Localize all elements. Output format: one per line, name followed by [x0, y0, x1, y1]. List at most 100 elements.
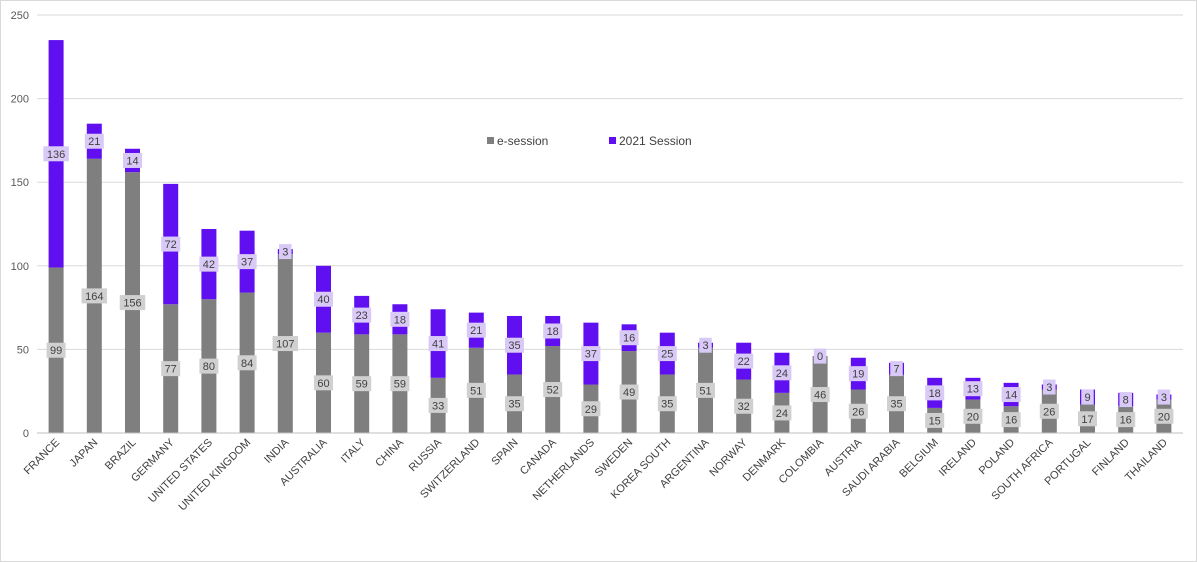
data-label-e-session-bg — [1154, 408, 1174, 424]
legend-label-e-session: e-session — [497, 134, 548, 148]
data-label-2021-session-bg — [1119, 392, 1132, 408]
data-label-2021-session-bg — [619, 330, 639, 346]
data-label-e-session-bg — [543, 382, 563, 398]
legend-swatch-2021-session — [609, 137, 616, 144]
category-label: IRELAND — [937, 437, 979, 479]
data-label-2021-session-bg — [1043, 379, 1056, 395]
data-label-e-session-bg — [696, 382, 715, 398]
data-label-2021-session-bg — [199, 256, 219, 272]
data-label-2021-session: 3 — [282, 247, 288, 259]
data-label-2021-session-bg — [466, 322, 486, 338]
y-tick-label: 150 — [11, 177, 29, 189]
data-label-e-session: 17 — [1081, 414, 1093, 426]
data-label-e-session: 60 — [317, 378, 329, 390]
data-label-e-session: 59 — [394, 379, 406, 391]
data-label-2021-session: 13 — [967, 384, 979, 396]
data-label-2021-session-bg — [428, 336, 448, 352]
data-label-e-session: 52 — [547, 385, 559, 397]
data-label-e-session-bg — [390, 376, 410, 392]
data-label-2021-session: 18 — [394, 314, 406, 326]
data-label-e-session: 26 — [852, 406, 864, 418]
data-label-2021-session-bg — [43, 146, 69, 162]
data-label-e-session: 15 — [929, 415, 941, 427]
y-tick-label: 50 — [17, 344, 29, 356]
data-label-2021-session: 22 — [738, 356, 750, 368]
data-label-2021-session: 42 — [203, 259, 215, 271]
data-label-e-session-bg — [619, 384, 639, 400]
category-label: SPAIN — [489, 437, 520, 468]
data-label-2021-session: 35 — [508, 340, 520, 352]
data-label-e-session: 35 — [508, 399, 520, 411]
data-label-2021-session-bg — [279, 244, 292, 260]
data-label-2021-session-bg — [657, 346, 677, 362]
data-label-e-session-bg — [581, 401, 601, 417]
data-label-e-session: 59 — [356, 379, 368, 391]
category-label: ITALY — [339, 436, 368, 465]
data-label-e-session: 156 — [123, 298, 141, 310]
data-label-e-session-bg — [352, 376, 372, 392]
data-label-e-session-bg — [46, 342, 66, 358]
data-label-2021-session: 19 — [852, 369, 864, 381]
data-label-e-session: 20 — [967, 411, 979, 423]
data-label-2021-session-bg — [123, 152, 142, 168]
data-label-2021-session-bg — [237, 254, 257, 270]
data-label-2021-session: 21 — [470, 325, 482, 337]
data-label-e-session: 24 — [776, 408, 788, 420]
data-label-e-session-bg — [848, 403, 868, 419]
data-label-2021-session-bg — [1157, 389, 1171, 405]
data-label-2021-session-bg — [699, 337, 712, 353]
data-label-2021-session-bg — [772, 365, 792, 381]
data-label-2021-session: 72 — [165, 239, 177, 251]
data-label-2021-session: 0 — [817, 351, 823, 363]
data-label-2021-session: 14 — [1005, 390, 1017, 402]
data-label-2021-session-bg — [813, 348, 827, 364]
data-label-2021-session-bg — [925, 385, 945, 401]
y-tick-label: 0 — [23, 428, 29, 440]
data-label-2021-session: 41 — [432, 339, 444, 351]
data-label-2021-session: 23 — [356, 310, 368, 322]
data-label-e-session-bg — [161, 361, 181, 377]
data-label-2021-session: 3 — [1161, 392, 1167, 404]
data-label-e-session: 46 — [814, 390, 826, 402]
category-label: FRANCE — [22, 437, 62, 477]
data-label-e-session-bg — [925, 412, 945, 428]
category-label: BRAZIL — [103, 437, 139, 473]
data-label-2021-session: 37 — [241, 257, 253, 269]
data-label-e-session-bg — [466, 382, 486, 398]
data-label-e-session: 49 — [623, 387, 635, 399]
data-label-e-session: 33 — [432, 400, 444, 412]
category-label: JAPAN — [67, 437, 100, 470]
data-label-e-session: 26 — [1043, 406, 1055, 418]
data-label-e-session-bg — [887, 396, 906, 412]
data-label-e-session: 16 — [1120, 415, 1132, 427]
y-tick-label: 250 — [11, 10, 29, 22]
data-label-e-session-bg — [963, 408, 983, 424]
data-label-2021-session: 7 — [893, 364, 899, 376]
data-label-e-session: 32 — [738, 401, 750, 413]
category-label: INDIA — [262, 436, 292, 466]
category-label: RUSSIA — [407, 436, 445, 474]
data-label-2021-session: 9 — [1084, 392, 1090, 404]
data-label-2021-session-bg — [314, 291, 333, 307]
data-label-e-session: 35 — [661, 399, 673, 411]
data-label-2021-session-bg — [734, 353, 754, 369]
data-label-2021-session-bg — [161, 236, 181, 252]
data-label-2021-session-bg — [848, 366, 868, 382]
data-label-2021-session-bg — [543, 323, 563, 339]
data-label-2021-session-bg — [1001, 387, 1021, 403]
data-label-e-session-bg — [199, 358, 219, 374]
data-label-e-session: 107 — [276, 339, 294, 351]
data-label-2021-session: 37 — [585, 349, 597, 361]
data-label-2021-session-bg — [963, 381, 983, 397]
data-label-2021-session: 24 — [776, 368, 788, 380]
data-label-e-session-bg — [237, 355, 257, 371]
data-label-e-session-bg — [810, 387, 830, 403]
data-label-e-session: 20 — [1158, 411, 1170, 423]
data-label-2021-session: 3 — [1046, 382, 1052, 394]
data-label-e-session-bg — [505, 396, 524, 412]
data-label-2021-session: 18 — [547, 326, 559, 338]
data-label-2021-session: 136 — [47, 149, 65, 161]
data-label-e-session: 99 — [50, 345, 62, 357]
data-label-e-session: 51 — [699, 385, 711, 397]
